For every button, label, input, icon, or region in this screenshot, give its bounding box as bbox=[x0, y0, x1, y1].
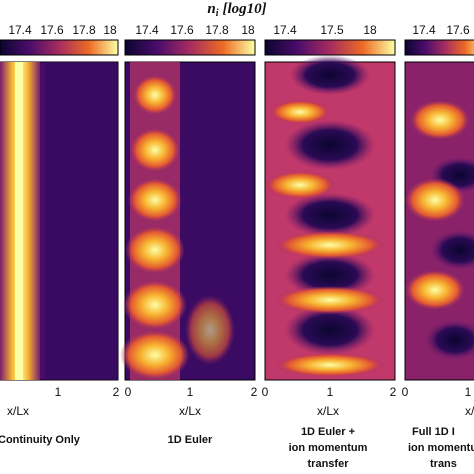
x-axis-label: x/ bbox=[465, 404, 474, 418]
x-tick-label: 1 bbox=[465, 385, 472, 399]
title-unit: [log10] bbox=[222, 1, 266, 17]
x-tick-label: 0 bbox=[262, 385, 269, 399]
colorbar-tick-label: 17.6 bbox=[446, 23, 470, 37]
x-tick-label: 0 bbox=[402, 385, 409, 399]
contour-panel bbox=[404, 61, 474, 381]
colorbar bbox=[404, 39, 474, 56]
x-tick-label: 1 bbox=[327, 385, 334, 399]
colorbar bbox=[124, 39, 256, 56]
colorbar-tick-label: 17.8 bbox=[72, 23, 96, 37]
colorbar-tick-label: 18 bbox=[241, 23, 255, 37]
colorbar-tick-label: 17.6 bbox=[170, 23, 194, 37]
x-axis-label: x/Lx bbox=[317, 404, 339, 418]
x-tick-label: 1 bbox=[55, 385, 62, 399]
figure-title: ni [log10] bbox=[207, 1, 266, 19]
panel-caption: transfer bbox=[308, 458, 350, 470]
panel-caption: trans bbox=[430, 458, 457, 470]
x-tick-label: 2 bbox=[390, 385, 397, 399]
colorbar bbox=[264, 39, 396, 56]
x-tick-label: 2 bbox=[251, 385, 258, 399]
colorbar-tick-label: 17.6 bbox=[40, 23, 64, 37]
panel-caption: Full 1D I bbox=[412, 426, 455, 438]
panel-caption: Continuity Only bbox=[0, 434, 81, 446]
colorbar-tick-label: 17.4 bbox=[135, 23, 159, 37]
panel-caption: ion momentu bbox=[408, 442, 474, 454]
x-axis-label: x/Lx bbox=[7, 404, 29, 418]
contour-panel bbox=[264, 55, 396, 381]
colorbar-tick-label: 18 bbox=[363, 23, 377, 37]
x-axis-label: x/Lx bbox=[179, 404, 201, 418]
colorbar bbox=[0, 39, 119, 56]
contour-panel bbox=[0, 61, 119, 381]
x-tick-label: 1 bbox=[187, 385, 194, 399]
colorbar-tick-label: 17.5 bbox=[320, 23, 344, 37]
title-subscript: i bbox=[216, 8, 219, 19]
title-symbol: n bbox=[207, 1, 215, 17]
colorbar-tick-label: 18 bbox=[103, 23, 117, 37]
colorbar-tick-label: 17.4 bbox=[273, 23, 297, 37]
panel-caption: 1D Euler bbox=[168, 434, 213, 446]
x-tick-label: 0 bbox=[125, 385, 132, 399]
colorbar-tick-label: 17.8 bbox=[205, 23, 229, 37]
contour-panel bbox=[120, 61, 256, 381]
colorbar-tick-label: 17.4 bbox=[8, 23, 32, 37]
panel-caption: ion momentum bbox=[289, 442, 368, 454]
x-tick-label: 2 bbox=[113, 385, 120, 399]
panel-caption: 1D Euler + bbox=[301, 426, 355, 438]
colorbar-tick-label: 17.4 bbox=[412, 23, 436, 37]
